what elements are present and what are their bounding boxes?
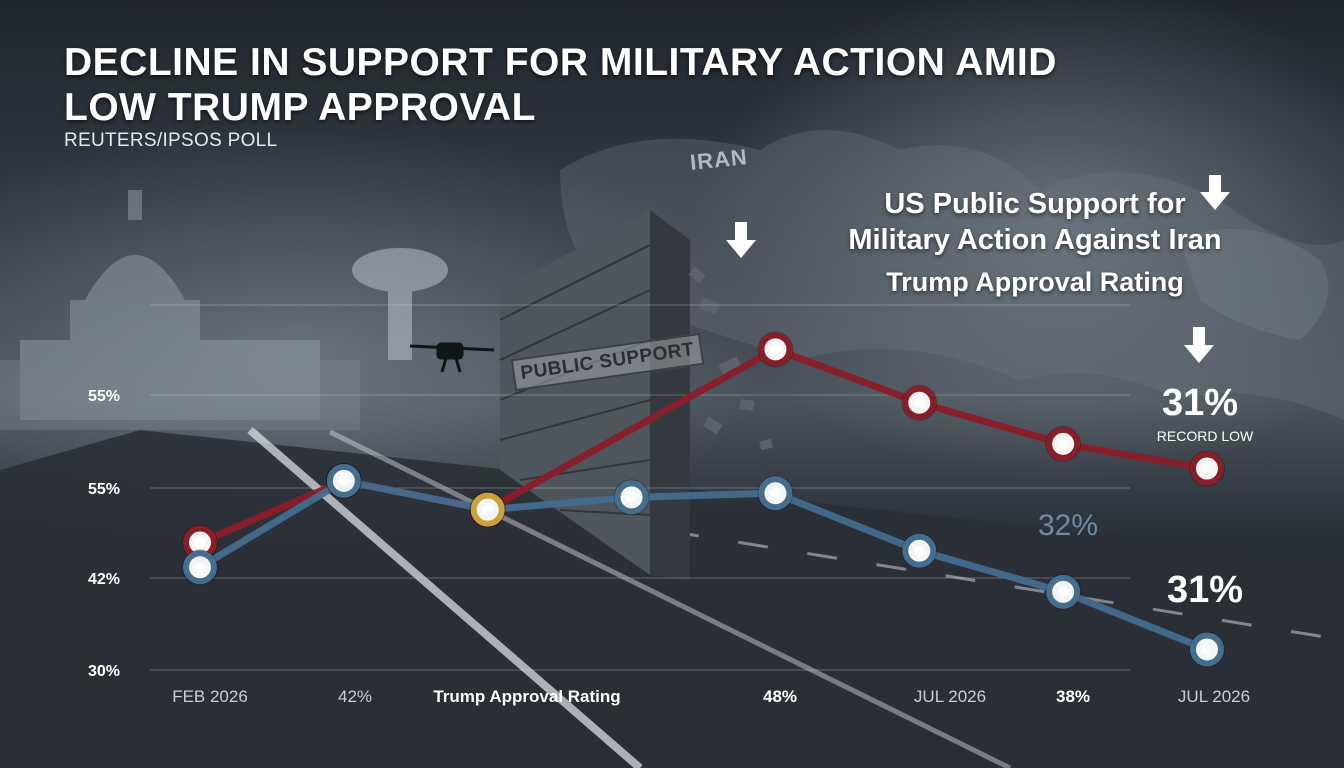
map-landmass-east bbox=[1180, 228, 1329, 340]
down-arrow-icon bbox=[1184, 327, 1214, 363]
end-value-label: 31% bbox=[1167, 569, 1243, 611]
mushroom-cloud-icon bbox=[352, 248, 448, 360]
x-tick-label: FEB 2026 bbox=[172, 687, 248, 706]
map-landmass bbox=[560, 130, 1344, 420]
x-tick-label: 48% bbox=[763, 687, 797, 706]
down-arrow-icon bbox=[726, 222, 756, 258]
y-tick-label: 55% bbox=[88, 481, 120, 498]
approval-data-point bbox=[182, 549, 218, 586]
x-tick-label: Trump Approval Rating bbox=[433, 687, 620, 706]
x-tick-label: JUL 2026 bbox=[914, 687, 986, 706]
record-low-value: 31% bbox=[1162, 382, 1238, 424]
road-edge-left bbox=[247, 426, 643, 768]
support-data-point bbox=[182, 524, 218, 561]
chart-subtitle: REUTERS/IPSOS POLL bbox=[64, 130, 278, 151]
down-arrow-icons bbox=[726, 175, 1230, 363]
approval-data-point bbox=[1045, 573, 1082, 610]
y-tick-label: 55% bbox=[88, 388, 120, 405]
approval-data-point bbox=[613, 479, 650, 516]
approval-data-point bbox=[325, 462, 362, 499]
approval-data-point bbox=[901, 532, 938, 569]
support-data-point bbox=[901, 384, 938, 421]
y-axis-tick-labels: 55% 55% 42% 30% bbox=[88, 388, 120, 680]
legend-line-3: Trump Approval Rating bbox=[886, 267, 1184, 297]
approval-data-point bbox=[469, 491, 506, 528]
legend-line-1: US Public Support for bbox=[884, 188, 1186, 220]
drone-icon bbox=[409, 342, 495, 373]
y-tick-label: 42% bbox=[88, 571, 120, 588]
y-tick-label: 30% bbox=[88, 663, 120, 680]
x-tick-label: 42% bbox=[338, 687, 372, 706]
road-lane bbox=[328, 429, 1012, 768]
mid-value-label: 32% bbox=[1038, 509, 1098, 542]
record-low-note: RECORD LOW bbox=[1157, 428, 1254, 444]
annotations: 31% RECORD LOW 32% 31% bbox=[1038, 382, 1254, 611]
approval-series-line bbox=[196, 477, 1211, 653]
data-series bbox=[182, 331, 1225, 668]
x-axis-tick-labels: FEB 2026 42% Trump Approval Rating 48% JUL 2… bbox=[172, 687, 1250, 706]
road bbox=[0, 430, 1344, 768]
approval-data-point bbox=[1189, 631, 1225, 668]
x-tick-label: JUL 2026 bbox=[1178, 687, 1250, 706]
support-data-point bbox=[1189, 450, 1225, 487]
chart-title: DECLINE IN SUPPORT FOR MILITARY ACTION A… bbox=[64, 41, 1057, 129]
support-data-point bbox=[757, 331, 794, 368]
support-data-point bbox=[1045, 425, 1082, 462]
legend-line-2: Military Action Against Iran bbox=[848, 224, 1222, 256]
capitol-building-icon bbox=[0, 190, 360, 430]
approval-data-point bbox=[757, 475, 794, 512]
legend: US Public Support for Military Action Ag… bbox=[800, 186, 1270, 300]
x-tick-label: 38% bbox=[1056, 687, 1090, 706]
down-arrow-icon bbox=[1200, 175, 1230, 210]
